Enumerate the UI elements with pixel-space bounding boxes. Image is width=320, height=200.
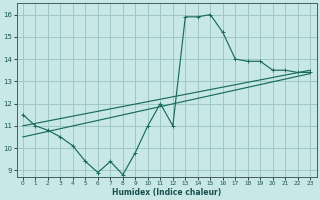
X-axis label: Humidex (Indice chaleur): Humidex (Indice chaleur) bbox=[112, 188, 221, 197]
